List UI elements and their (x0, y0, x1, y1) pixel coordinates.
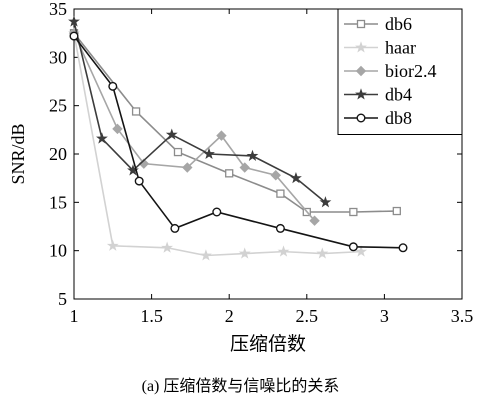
y-tick-label: 15 (49, 192, 67, 212)
series-line-db8 (73, 35, 404, 249)
data-point-db4 (246, 149, 259, 161)
data-point-db6 (349, 207, 358, 217)
data-point-db8 (108, 81, 118, 91)
data-point-db4 (319, 196, 332, 208)
legend-label: db4 (385, 85, 412, 105)
legend-item-bior2.4: bior2.4 (344, 61, 437, 81)
legend-item-haar: haar (344, 38, 416, 58)
legend-item-db4: db4 (344, 85, 412, 105)
legend-marker (355, 65, 367, 77)
data-point-db8 (348, 242, 358, 252)
x-axis-label: 压缩倍数 (230, 333, 306, 355)
y-tick-label: 20 (49, 144, 67, 164)
data-point-db8 (212, 207, 222, 217)
y-tick-label: 10 (49, 241, 67, 261)
legend-item-db6: db6 (344, 14, 412, 34)
y-ticks: 5 10 15 20 25 30 35 (49, 0, 462, 309)
legend-marker (355, 88, 367, 100)
data-point-db4 (165, 128, 178, 140)
y-axis-label: SNR/dB (8, 123, 28, 184)
data-point-db8 (170, 223, 180, 233)
series-line-haar (73, 33, 362, 257)
x-tick-label: 1.5 (140, 306, 163, 326)
data-point-bior2.4 (216, 130, 227, 141)
y-tick-label: 25 (49, 96, 67, 116)
legend: db6 haar bior2.4 db4 db8 (337, 8, 463, 135)
data-point-db8 (275, 223, 285, 233)
data-point-bior2.4 (239, 162, 250, 173)
data-point-db4 (290, 171, 302, 184)
data-point-db4 (203, 147, 215, 160)
data-point-haar (106, 239, 119, 251)
legend-marker (356, 19, 366, 29)
series-line-db6 (73, 32, 397, 213)
legend-item-db8: db8 (344, 108, 412, 128)
data-point-haar (316, 247, 329, 259)
data-point-bior2.4 (309, 215, 320, 226)
x-ticks: 1 1.5 2 2.5 3 3.5 (70, 9, 474, 326)
data-point-haar (200, 249, 212, 261)
data-point-bior2.4 (112, 123, 123, 135)
data-point-db6 (173, 147, 183, 157)
x-tick-label: 2.5 (296, 306, 319, 326)
data-point-db8 (69, 31, 79, 41)
data-point-db4 (68, 15, 80, 27)
x-tick-label: 2 (225, 306, 234, 326)
x-tick-label: 1 (70, 306, 79, 326)
y-tick-label: 30 (49, 47, 67, 67)
data-point-haar (161, 241, 174, 253)
legend-label: db6 (385, 14, 412, 34)
legend-label: db8 (385, 108, 412, 128)
figure-caption: (a) 压缩倍数与信噪比的关系 (141, 378, 340, 395)
series-db4 (68, 15, 332, 208)
series-layer (68, 15, 408, 261)
series-line-db4 (73, 21, 326, 203)
data-point-bior2.4 (182, 162, 193, 173)
y-tick-label: 35 (49, 0, 67, 19)
data-point-db6 (225, 169, 234, 178)
series-db8 (69, 31, 408, 253)
series-haar (68, 26, 368, 261)
legend-marker (356, 113, 366, 123)
x-tick-label: 3 (380, 306, 389, 326)
legend-label: bior2.4 (385, 61, 437, 81)
data-point-haar (355, 245, 368, 257)
legend-marker (355, 41, 367, 53)
data-point-haar (277, 245, 290, 257)
data-point-db8 (134, 176, 144, 186)
data-point-db8 (398, 243, 408, 253)
x-tick-label: 3.5 (451, 306, 474, 326)
data-point-db6 (276, 189, 285, 198)
data-point-haar (238, 247, 251, 259)
data-point-db6 (392, 206, 401, 216)
snr-compression-chart: 1 1.5 2 2.5 3 3.5 5 10 15 20 25 30 35 压缩倍数 SNR/dB d… (8, 0, 474, 355)
data-point-bior2.4 (270, 170, 281, 181)
data-point-db6 (131, 107, 141, 116)
legend-label: haar (385, 38, 416, 58)
y-tick-label: 5 (58, 289, 67, 309)
data-point-db4 (96, 132, 108, 144)
